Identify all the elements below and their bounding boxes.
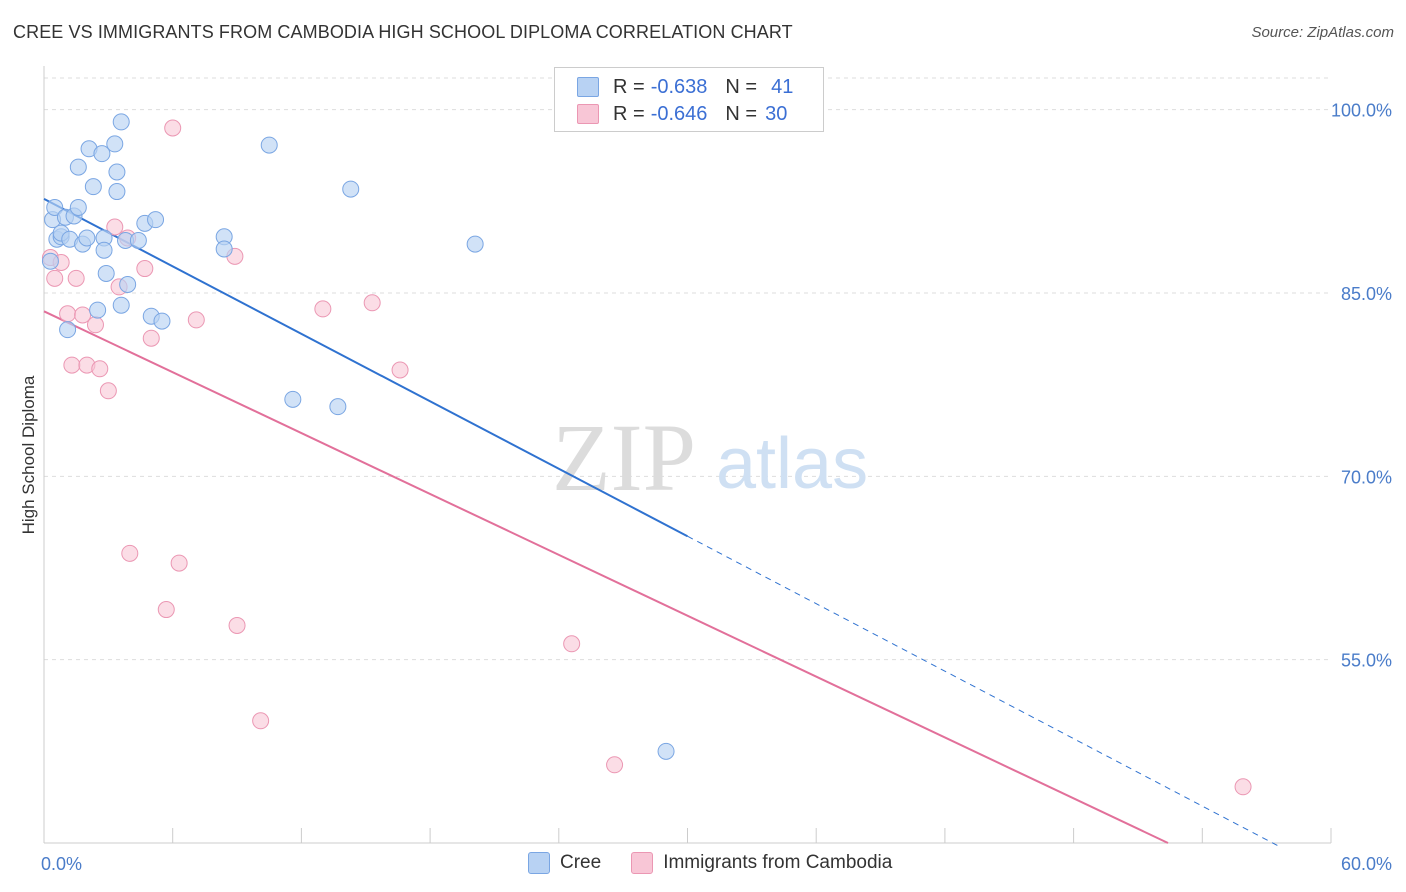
legend-label-cree: Cree: [560, 852, 602, 873]
tick-labels: 100.0% 85.0% 70.0% 55.0% 0.0% 60.0%: [41, 101, 1392, 874]
watermark-zip: ZIP: [552, 404, 696, 511]
legend-r-label: R =: [613, 75, 645, 98]
gridlines: [44, 77, 1331, 661]
cree-point[interactable]: [69, 198, 87, 216]
cree-point[interactable]: [106, 135, 124, 153]
cree-point[interactable]: [119, 275, 137, 293]
cambodia-point[interactable]: [363, 294, 381, 312]
y-tick-label: 70.0%: [1341, 467, 1392, 487]
cree-point[interactable]: [466, 235, 484, 253]
cambodia-point[interactable]: [252, 712, 270, 730]
cree-point[interactable]: [284, 390, 302, 408]
cree-point[interactable]: [108, 163, 126, 181]
legend-row-cambodia: R = -0.646 N = 30: [577, 101, 787, 127]
cree-point[interactable]: [260, 136, 278, 154]
cambodia-point[interactable]: [314, 300, 332, 318]
cambodia-point[interactable]: [1234, 778, 1252, 796]
cree-point[interactable]: [69, 158, 87, 176]
x-tick-label-min: 0.0%: [41, 854, 82, 874]
cree-point[interactable]: [112, 113, 130, 131]
legend-label-cambodia: Immigrants from Cambodia: [663, 852, 893, 873]
cambodia-point[interactable]: [136, 260, 154, 278]
y-tick-label: 85.0%: [1341, 284, 1392, 304]
cree-swatch: [528, 852, 550, 874]
cambodia-point[interactable]: [59, 305, 77, 323]
cambodia-point[interactable]: [121, 544, 139, 562]
legend-n-value: 41: [771, 75, 794, 98]
legend-r-label: R =: [613, 102, 645, 125]
cambodia-point[interactable]: [563, 635, 581, 653]
source-label: Source: ZipAtlas.com: [1251, 24, 1394, 41]
cambodia-point[interactable]: [74, 306, 92, 324]
cree-point[interactable]: [342, 180, 360, 198]
cambodia-point[interactable]: [99, 382, 117, 400]
cree-point[interactable]: [147, 211, 165, 229]
cambodia-swatch: [577, 104, 599, 124]
legend-n-label: N =: [725, 102, 758, 125]
cree-point[interactable]: [108, 183, 126, 201]
series-cree-points: [41, 113, 675, 760]
cree-point[interactable]: [41, 252, 59, 270]
watermark-atlas: atlas: [716, 424, 868, 504]
cambodia-point[interactable]: [106, 218, 124, 236]
cambodia-point[interactable]: [170, 554, 188, 572]
y-tick-label: 55.0%: [1341, 651, 1392, 671]
legend-n-value: 30: [765, 102, 788, 125]
cambodia-point[interactable]: [164, 119, 182, 137]
cree-point[interactable]: [129, 231, 147, 249]
cambodia-swatch: [631, 852, 654, 874]
chart-title: CREE VS IMMIGRANTS FROM CAMBODIA HIGH SC…: [13, 22, 793, 42]
cree-point[interactable]: [46, 198, 64, 216]
cree-point[interactable]: [215, 240, 233, 258]
cree-trend-line: [43, 198, 688, 538]
cree-point[interactable]: [657, 742, 675, 760]
x-tick-label-max: 60.0%: [1341, 854, 1392, 874]
cambodia-point[interactable]: [142, 329, 160, 347]
cambodia-trend-line: [43, 310, 1169, 844]
legend-item-cambodia[interactable]: Immigrants from Cambodia: [631, 852, 892, 874]
cambodia-point[interactable]: [63, 356, 81, 374]
legend-row-cree: R = -0.638 N = 41: [577, 74, 793, 100]
cree-trend-extension: [687, 535, 1278, 846]
cree-point[interactable]: [95, 241, 113, 259]
cree-point[interactable]: [84, 178, 102, 196]
cambodia-point[interactable]: [391, 361, 409, 379]
cambodia-point[interactable]: [91, 360, 109, 378]
correlation-legend: R = -0.638 N = 41 R = -0.646 N = 30: [554, 67, 824, 132]
cree-point[interactable]: [97, 264, 115, 282]
cambodia-point[interactable]: [606, 756, 624, 774]
legend-n-label: N =: [725, 75, 758, 98]
cambodia-point[interactable]: [187, 311, 205, 329]
cree-point[interactable]: [59, 321, 77, 339]
cree-swatch: [577, 77, 599, 97]
cambodia-point[interactable]: [46, 269, 64, 287]
y-axis-label: High School Diploma: [19, 375, 38, 534]
legend-r-value: -0.638: [650, 75, 708, 98]
cree-point[interactable]: [153, 312, 171, 330]
watermark: ZIP atlas: [552, 404, 868, 511]
cambodia-point[interactable]: [67, 269, 85, 287]
cree-point[interactable]: [78, 229, 96, 247]
trend-lines: [43, 198, 1278, 846]
legend-r-value: -0.646: [650, 102, 708, 125]
series-legend: Cree Immigrants from Cambodia: [528, 852, 922, 874]
legend-item-cree[interactable]: Cree: [528, 852, 601, 874]
cree-point[interactable]: [329, 398, 347, 416]
axes: [43, 66, 1332, 844]
cree-point[interactable]: [93, 145, 111, 163]
cambodia-point[interactable]: [86, 316, 104, 334]
cree-point[interactable]: [89, 301, 107, 319]
cambodia-point[interactable]: [157, 601, 175, 619]
cambodia-point[interactable]: [228, 616, 246, 634]
y-tick-label: 100.0%: [1331, 101, 1392, 121]
cree-point[interactable]: [112, 296, 130, 314]
